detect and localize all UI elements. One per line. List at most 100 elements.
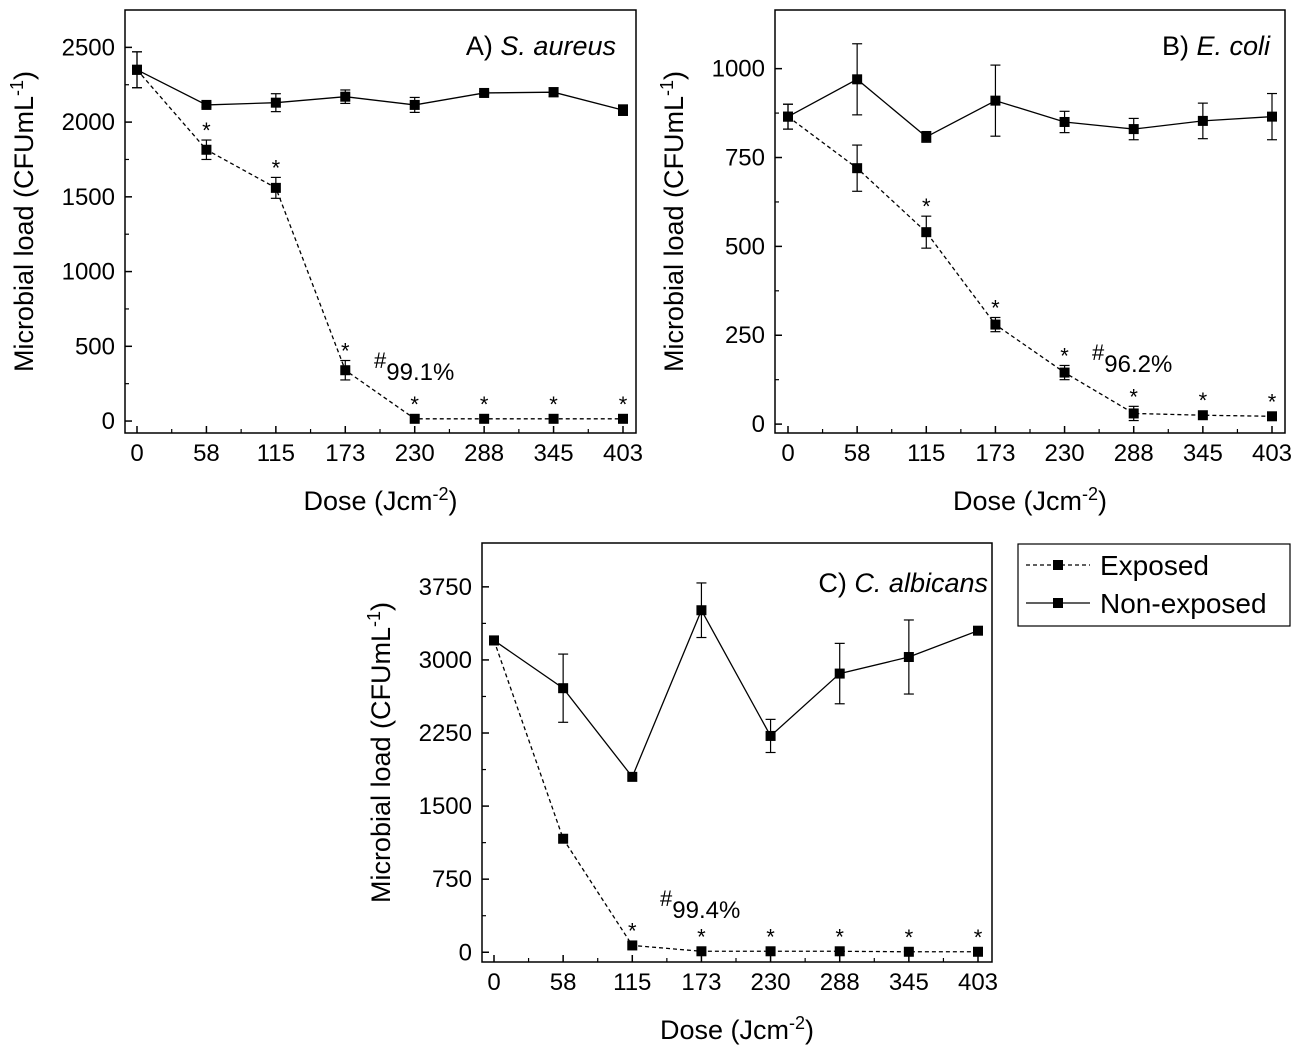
x-axis-label-sup: -2 (1082, 484, 1098, 504)
x-axis-label: Dose (Jcm-2) (660, 1013, 814, 1045)
legend: Exposed Non-exposed (1017, 543, 1291, 627)
significance-star: * (1199, 388, 1208, 413)
x-axis-label-end: ) (805, 1015, 814, 1045)
significance-star: * (202, 118, 211, 143)
y-axis-label: Microbial load (CFUmL-1) (364, 602, 396, 903)
y-tick-label: 0 (752, 411, 765, 438)
data-point (783, 111, 793, 122)
y-tick-label: 2000 (62, 109, 115, 136)
significance-star: * (628, 918, 637, 943)
y-tick-label: 250 (725, 322, 765, 349)
panel-title-species: S. aureus (500, 31, 616, 61)
significance-star: * (922, 194, 931, 219)
data-point (340, 91, 351, 102)
x-tick-label: 115 (907, 440, 945, 467)
significance-star: * (549, 392, 558, 417)
x-axis-label: Dose (Jcm-2) (303, 484, 457, 516)
y-tick-label: 500 (75, 333, 115, 360)
annotation-hash: # (1092, 340, 1105, 365)
data-point (132, 64, 142, 75)
y-axis-label: Microbial load (CFUmL-1) (7, 71, 39, 372)
x-tick-label: 403 (958, 969, 998, 996)
x-axis-label-sup: -2 (433, 484, 449, 504)
data-point (548, 87, 559, 98)
x-tick-label: 288 (464, 440, 504, 467)
y-tick-label: 750 (432, 866, 472, 893)
x-tick-label: 115 (613, 969, 651, 996)
legend-label: Exposed (1100, 550, 1209, 581)
significance-star: * (272, 155, 281, 180)
annotation-text: 99.1% (386, 359, 454, 386)
chart-panel-c: 0 58 115 173 230 288 345 403 0 750 1500 2250 3000 375… (364, 542, 998, 1045)
data-point (834, 668, 845, 679)
data-point (1128, 124, 1139, 135)
y-axis-label-end: ) (366, 602, 396, 611)
legend-box (1017, 543, 1291, 627)
panel-title: B) E. coli (1162, 31, 1271, 61)
annotation-text: 99.4% (672, 897, 740, 924)
data-point (852, 74, 863, 85)
data-point (548, 413, 559, 424)
legend-marker (1053, 560, 1063, 570)
y-tick-label: 0 (102, 408, 115, 435)
panel-title-letter: C) (818, 568, 854, 598)
series-line (787, 78, 1273, 138)
significance-star: * (974, 925, 983, 950)
data-point (1059, 116, 1070, 127)
series-line (136, 69, 624, 111)
annotation-hash: # (660, 886, 673, 911)
panel-title: A) S. aureus (466, 31, 616, 61)
series-line (493, 640, 978, 953)
panel-title-species: C. albicans (854, 568, 988, 598)
annotation-text: 96.2% (1104, 351, 1172, 378)
x-axis-label-sup: -2 (789, 1013, 805, 1033)
x-tick-label: 173 (681, 969, 721, 996)
significance-star: * (766, 924, 775, 949)
x-tick-label: 403 (603, 440, 643, 467)
y-tick-label: 3750 (419, 574, 472, 601)
significance-star: * (835, 924, 844, 949)
data-point (852, 163, 863, 174)
data-point (340, 365, 351, 376)
data-point (1197, 115, 1208, 126)
data-point (903, 652, 914, 663)
data-point (834, 946, 845, 957)
x-tick-label: 230 (751, 969, 791, 996)
data-point (558, 833, 569, 844)
data-point (765, 946, 776, 957)
x-axis-label-main: Dose (Jcm (303, 486, 432, 516)
data-point (479, 87, 490, 98)
x-tick-label: 0 (130, 440, 143, 467)
y-tick-label: 2250 (419, 720, 472, 747)
x-tick-label: 345 (534, 440, 574, 467)
x-tick-label: 173 (975, 440, 1015, 467)
data-point (201, 99, 212, 110)
chart-panel-b: 0 58 115 173 230 288 345 403 0 250 500 750 1000 Dose … (657, 9, 1292, 516)
x-tick-label: 115 (257, 440, 295, 467)
data-point (627, 940, 638, 951)
data-point (921, 131, 932, 142)
y-tick-label: 3000 (419, 647, 472, 674)
chart-panel-a: 0 58 115 173 230 288 345 403 0 500 1000 1500 2000 250… (7, 9, 643, 516)
data-point (201, 144, 212, 155)
x-tick-label: 345 (889, 969, 929, 996)
series-non-exposed (783, 43, 1277, 143)
x-axis-label-end: ) (449, 486, 458, 516)
data-point (1197, 410, 1208, 421)
data-point (1267, 411, 1277, 422)
x-tick-label: 173 (325, 440, 365, 467)
x-tick-label: 403 (1252, 440, 1292, 467)
data-point (903, 946, 914, 957)
y-axis-label-end: ) (659, 71, 689, 80)
x-tick-label: 288 (1114, 440, 1154, 467)
reduction-annotation: #96.2% (1092, 340, 1172, 379)
data-point (618, 413, 628, 424)
panel-title-letter: A) (466, 31, 501, 61)
data-point (765, 730, 776, 741)
x-tick-label: 0 (487, 969, 500, 996)
data-point (696, 946, 707, 957)
data-point (1267, 111, 1277, 122)
plot-frame (481, 542, 993, 963)
data-point (696, 605, 707, 616)
